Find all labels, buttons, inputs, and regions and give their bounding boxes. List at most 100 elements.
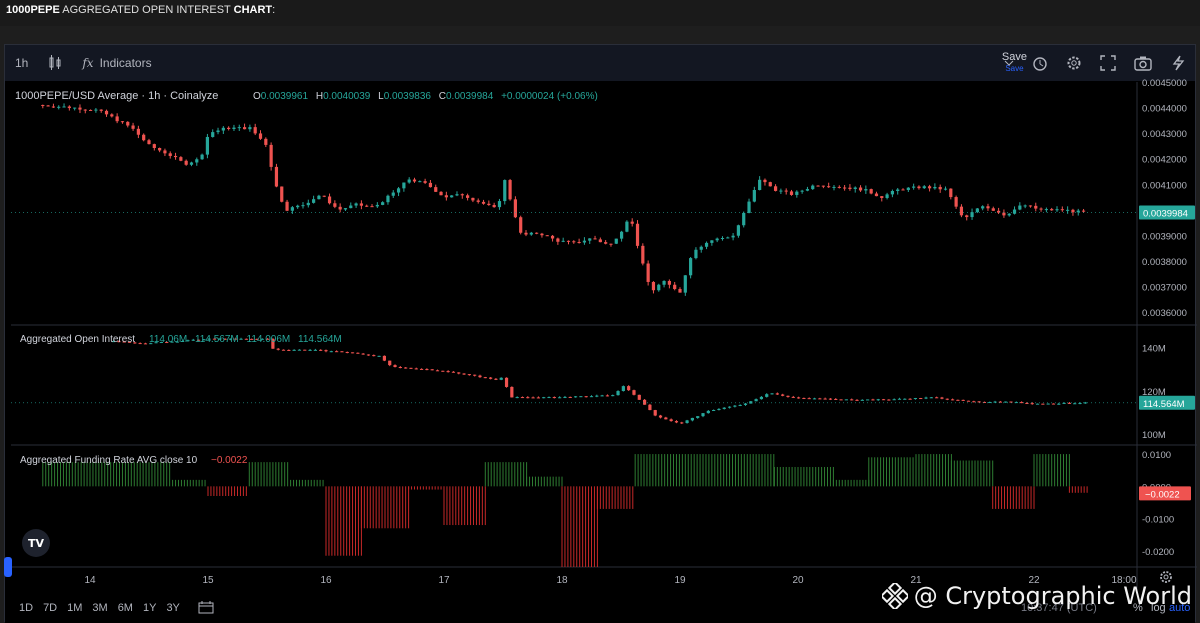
candle-body: [414, 368, 418, 370]
settings-button[interactable]: [1057, 45, 1091, 81]
candle-body: [195, 159, 199, 163]
y-tick-label: -0.0100: [1142, 515, 1174, 526]
candle-body: [46, 105, 50, 107]
y-tick-label: 0.0036000: [1142, 308, 1187, 319]
open-interest-pane[interactable]: [11, 337, 1137, 425]
candle-body: [382, 355, 387, 361]
candle-body: [696, 416, 700, 418]
alert-button[interactable]: [1023, 45, 1057, 81]
candle-body: [503, 180, 507, 202]
y-tick-label: 100M: [1142, 430, 1166, 441]
candle-body: [897, 398, 902, 400]
candle-body: [423, 181, 427, 183]
candle-body: [933, 186, 937, 189]
candle-body: [890, 191, 894, 195]
candle-body: [965, 215, 969, 218]
candle-body: [545, 235, 549, 237]
candle-body: [837, 186, 841, 188]
top-toolbar: 1h fx Indicators Save Save: [5, 45, 1195, 81]
range-1y[interactable]: 1Y: [142, 602, 157, 614]
log-toggle[interactable]: log: [1151, 602, 1166, 614]
range-3m[interactable]: 3M: [92, 602, 108, 614]
candle-body: [556, 238, 560, 242]
candle-body: [885, 194, 889, 198]
candle-body: [1046, 403, 1050, 405]
last-value-label: 0.0039984: [1143, 208, 1188, 219]
candle-body: [308, 349, 312, 351]
chart-type-button[interactable]: [38, 45, 72, 81]
alarm-clock-icon: [1033, 57, 1047, 71]
candle-body: [212, 338, 217, 340]
candle-body: [531, 397, 535, 399]
date-range-button[interactable]: [198, 600, 214, 617]
candle-body: [818, 398, 822, 400]
gear-teeth: [1160, 571, 1172, 583]
candle-body: [1062, 402, 1066, 404]
tradingview-logo[interactable]: TV: [22, 529, 50, 557]
candle-body: [759, 396, 764, 400]
indicators-button[interactable]: fx Indicators: [72, 45, 161, 81]
candle-body: [524, 232, 528, 235]
range-1d[interactable]: 1D: [19, 602, 34, 614]
utc-clock[interactable]: 10:37:47 (UTC): [1021, 602, 1097, 614]
candle-body: [796, 397, 801, 399]
side-handle[interactable]: [4, 557, 12, 577]
save-menu-button[interactable]: [995, 45, 1023, 81]
candle-body: [149, 343, 153, 345]
candle-body: [912, 186, 916, 188]
snapshot-button[interactable]: [1125, 45, 1161, 81]
range-6m[interactable]: 6M: [117, 602, 133, 614]
range-3y[interactable]: 3Y: [166, 602, 180, 614]
caption-colon: :: [272, 4, 276, 16]
candle-body: [508, 180, 512, 200]
candle-body: [184, 160, 188, 165]
candle-body: [731, 235, 735, 238]
oi-legend-values: 114.06M 114.567M 114.006M 114.564M: [149, 334, 342, 345]
candle-body: [120, 121, 125, 123]
candle-body: [391, 192, 395, 196]
publish-button[interactable]: [1161, 45, 1195, 81]
candle-body: [595, 395, 599, 397]
range-7d[interactable]: 7D: [43, 602, 58, 614]
candle-body: [922, 186, 926, 189]
candle-body: [218, 338, 222, 340]
candle-body: [887, 399, 891, 401]
candle-body: [345, 351, 349, 353]
candle-body: [858, 187, 863, 191]
save-label: Save: [1001, 51, 1027, 63]
candle-body: [404, 367, 408, 369]
y-tick-label: 0.0041000: [1142, 180, 1187, 191]
axis-settings-gear-icon[interactable]: [1160, 571, 1172, 583]
auto-toggle[interactable]: auto: [1169, 602, 1191, 614]
candle-body: [643, 399, 647, 405]
fullscreen-button[interactable]: [1091, 45, 1125, 81]
candle-body: [483, 377, 487, 379]
percent-toggle[interactable]: %: [1133, 602, 1143, 614]
candle-body: [1012, 209, 1017, 214]
candle-body: [513, 199, 517, 218]
interval-button[interactable]: 1h: [5, 45, 38, 81]
candle-body: [616, 391, 620, 396]
candle-body: [770, 393, 774, 395]
candle-body: [147, 140, 151, 145]
chart-canvas[interactable]: 0.0045000 0.0044000 0.0043000 0.0042000 0.00…: [5, 45, 1197, 593]
candle-body: [73, 107, 77, 109]
candle-body: [1076, 210, 1080, 213]
candle-body: [773, 186, 778, 191]
candle-body: [646, 263, 650, 282]
candle-body: [504, 377, 509, 387]
candle-body: [678, 289, 682, 293]
save-button[interactable]: Save Save: [1002, 51, 1027, 75]
candle-body: [354, 203, 358, 206]
time-axis[interactable]: 14 15 16 17 18 19 20 21 22 18:00: [84, 571, 1172, 586]
candle-body: [736, 225, 741, 236]
range-1m[interactable]: 1M: [67, 602, 83, 614]
funding-rate-pane[interactable]: [42, 454, 1088, 567]
candle-body: [435, 370, 440, 372]
price-pane[interactable]: [11, 103, 1137, 296]
candle-body: [131, 125, 135, 129]
y-axes[interactable]: 0.0045000 0.0044000 0.0043000 0.0042000 0.00…: [1139, 78, 1195, 558]
candle-body: [292, 349, 296, 351]
candle-body: [487, 203, 491, 205]
candle-body: [375, 204, 379, 207]
